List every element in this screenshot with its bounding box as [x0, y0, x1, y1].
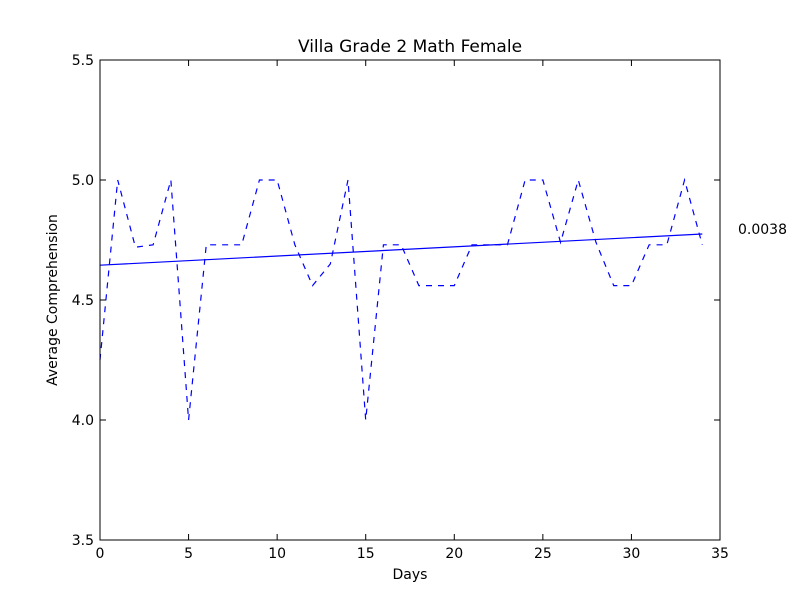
chart-title: Villa Grade 2 Math Female	[298, 37, 522, 57]
y-tick-label: 4.5	[72, 293, 94, 309]
y-tick-label: 5.5	[72, 53, 94, 69]
tick-layer: 0 5 10 15 20 25 30 35 3.5 4.0 4.5 5.0 5.5	[72, 53, 729, 562]
x-axis-title: Days	[393, 567, 428, 583]
series-line-trend	[99, 233, 703, 266]
slope-annotation: 0.0038	[738, 222, 787, 238]
x-tick-label: 35	[711, 546, 729, 562]
plot-layer	[99, 177, 703, 421]
plot-frame	[99, 59, 721, 541]
x-tick-label: 20	[445, 546, 463, 562]
y-axis-title: Average Comprehension	[45, 214, 61, 386]
x-tick-label: 30	[623, 546, 641, 562]
series-line-daily	[99, 177, 703, 421]
x-tick-label: 10	[268, 546, 286, 562]
x-tick-label: 15	[357, 546, 375, 562]
y-tick-label: 4.0	[72, 413, 94, 429]
y-tick-label: 3.5	[72, 533, 94, 549]
x-tick-label: 25	[534, 546, 552, 562]
x-tick-label: 0	[96, 546, 105, 562]
y-tick-label: 5.0	[72, 173, 94, 189]
x-tick-label: 5	[184, 546, 193, 562]
